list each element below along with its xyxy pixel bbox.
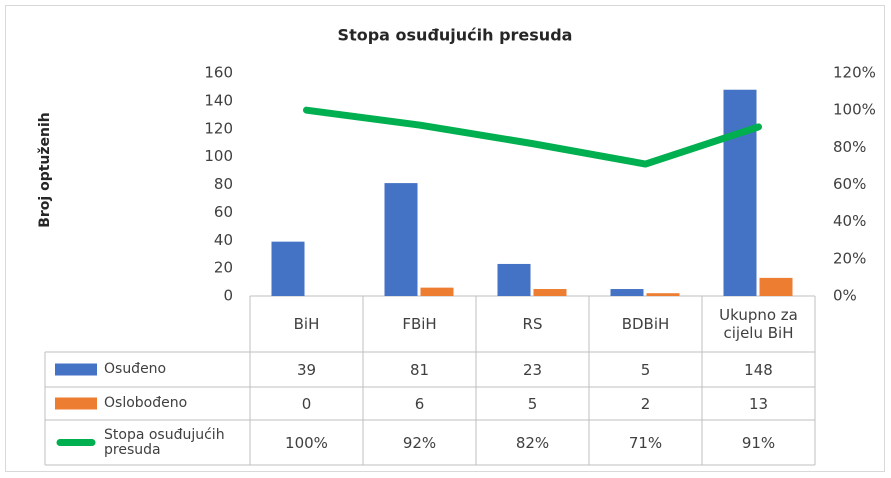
legend-key — [55, 363, 97, 376]
y2-tick-label: 120% — [833, 64, 876, 82]
bar — [420, 287, 454, 296]
legend-label: Osuđeno — [104, 361, 167, 377]
table-value: 92% — [402, 433, 437, 452]
y-tick-label: 60 — [214, 203, 233, 221]
bar — [384, 183, 418, 296]
category-label: RS — [522, 315, 543, 333]
bar — [759, 277, 793, 296]
bar — [533, 289, 567, 296]
table-value: 148 — [744, 360, 773, 379]
chart-title: Stopa osuđujućih presuda — [338, 26, 573, 45]
bar — [497, 263, 531, 296]
table-value: 23 — [522, 360, 543, 379]
table-value: 0 — [301, 394, 312, 413]
y2-tick-label: 40% — [833, 212, 866, 230]
y-tick-label: 120 — [204, 119, 233, 137]
bar — [610, 289, 644, 296]
bar — [271, 241, 305, 296]
table-value: 71% — [628, 433, 663, 452]
legend-label: Oslobođeno — [104, 395, 188, 411]
y2-tick-label: 80% — [833, 138, 866, 156]
category-label: FBiH — [402, 315, 437, 333]
y-tick-label: 40 — [214, 231, 233, 249]
table-value: 39 — [296, 360, 317, 379]
y-tick-label: 140 — [204, 91, 233, 109]
y-tick-label: 160 — [204, 64, 233, 82]
y-tick-label: 0 — [223, 287, 233, 305]
table-value: 5 — [527, 394, 538, 413]
table-value: 2 — [640, 394, 651, 413]
table-value: 100% — [285, 433, 328, 452]
y2-tick-label: 0% — [833, 287, 857, 305]
line-series — [303, 106, 762, 168]
legend-key — [55, 397, 97, 410]
category-label: Ukupno za cijelu BiH — [719, 306, 798, 342]
y-tick-label: 80 — [214, 175, 233, 193]
y2-tick-label: 20% — [833, 249, 866, 267]
table-value: 82% — [515, 433, 550, 452]
legend-label: Stopa osuđujućih presuda — [104, 426, 225, 458]
bar — [646, 293, 680, 296]
table-value: 91% — [741, 433, 776, 452]
y2-tick-label: 100% — [833, 101, 876, 119]
table-value: 5 — [640, 360, 651, 379]
category-label: BDBiH — [621, 315, 670, 333]
bar — [723, 89, 757, 296]
table-value: 81 — [409, 360, 430, 379]
y-tick-label: 100 — [204, 147, 233, 165]
category-label: BiH — [293, 315, 320, 333]
table-value: 13 — [748, 394, 769, 413]
y-axis-label: Broj optuženih — [37, 112, 53, 228]
y2-tick-label: 60% — [833, 175, 866, 193]
y-tick-label: 20 — [214, 259, 233, 277]
table-value: 6 — [414, 394, 425, 413]
